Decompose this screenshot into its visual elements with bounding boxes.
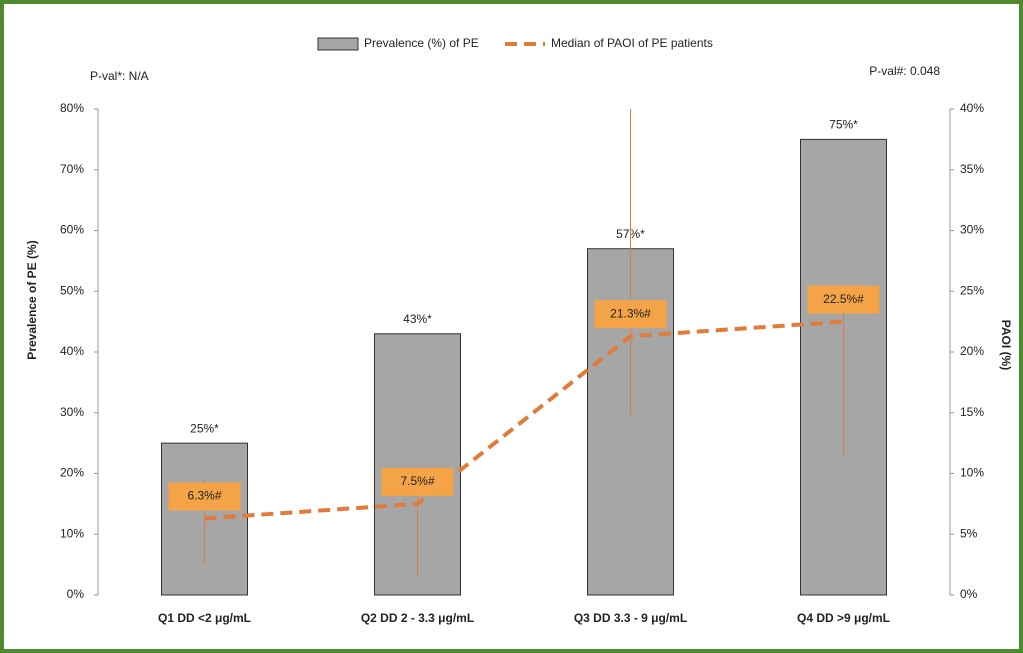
- y-tick-label: 70%: [60, 162, 84, 176]
- x-tick-label: Q3 DD 3.3 - 9 μg/mL: [574, 611, 687, 625]
- legend-label: Prevalence (%) of PE: [364, 36, 479, 50]
- y2-tick-label: 30%: [960, 223, 984, 237]
- bar-label: 25%*: [190, 421, 219, 435]
- y2-tick-label: 20%: [960, 344, 984, 358]
- y2-tick-label: 40%: [960, 101, 984, 115]
- legend-swatch: [317, 37, 359, 51]
- line-label: 21.3%#: [610, 306, 651, 320]
- y-tick-label: 10%: [60, 526, 84, 540]
- bar-label: 75%*: [829, 118, 858, 132]
- y2-tick-label: 10%: [960, 466, 984, 480]
- x-tick-label: Q4 DD >9 μg/mL: [797, 611, 890, 625]
- y2-tick-label: 15%: [960, 405, 984, 419]
- y-tick-label: 30%: [60, 405, 84, 419]
- y-tick-label: 60%: [60, 223, 84, 237]
- line-label: 6.3%#: [187, 489, 221, 503]
- legend-label: Median of PAOI of PE patients: [551, 36, 713, 50]
- y-tick-label: 40%: [60, 344, 84, 358]
- y2-axis-label: PAOI (%): [999, 320, 1013, 370]
- y2-tick-label: 0%: [960, 587, 978, 601]
- y2-tick-label: 25%: [960, 283, 984, 297]
- value-label-box: [807, 285, 880, 314]
- y2-tick-label: 5%: [960, 526, 978, 540]
- bar-label: 43%*: [403, 312, 432, 326]
- value-label-box: [168, 482, 241, 511]
- line-label: 7.5%#: [400, 474, 434, 488]
- annotation: P-val*: N/A: [90, 69, 149, 83]
- y-tick-label: 20%: [60, 466, 84, 480]
- y-tick-label: 80%: [60, 101, 84, 115]
- y2-tick-label: 35%: [960, 162, 984, 176]
- value-label-box: [381, 467, 454, 496]
- value-label-box: [594, 300, 667, 329]
- y-axis-label: Prevalence of PE (%): [25, 240, 39, 359]
- y-tick-label: 50%: [60, 283, 84, 297]
- annotation: P-val#: 0.048: [869, 64, 940, 78]
- x-tick-label: Q1 DD <2 μg/mL: [158, 611, 251, 625]
- x-tick-label: Q2 DD 2 - 3.3 μg/mL: [361, 611, 474, 625]
- line: [204, 319, 844, 521]
- line-label: 22.5%#: [823, 292, 864, 306]
- y-tick-label: 0%: [67, 587, 85, 601]
